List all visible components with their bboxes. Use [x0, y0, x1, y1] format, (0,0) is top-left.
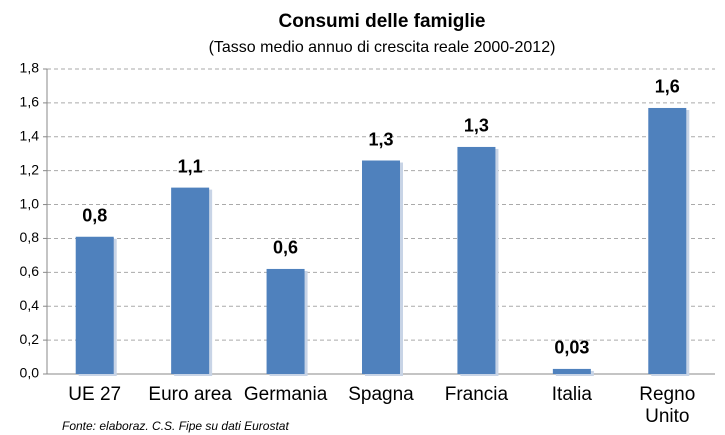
- bar: [648, 107, 687, 374]
- bar: [75, 236, 114, 374]
- x-tick-label: Francia: [444, 384, 509, 405]
- y-tick-label: 0,8: [20, 229, 40, 245]
- y-tick-label: 1,4: [20, 127, 40, 143]
- data-label: 0,6: [273, 238, 298, 258]
- data-label: 1,3: [464, 116, 489, 136]
- y-tick-label: 1,2: [20, 161, 40, 177]
- y-tick-label: 1,0: [20, 195, 40, 211]
- y-tick-label: 0,0: [20, 365, 40, 381]
- bar: [362, 160, 400, 374]
- data-label: 0,03: [554, 338, 589, 358]
- x-tick-label: Spagna: [348, 384, 414, 405]
- y-tick-label: 0,2: [20, 331, 40, 347]
- y-tick-label: 1,8: [20, 60, 40, 76]
- x-tick-label: Germania: [243, 384, 328, 405]
- data-label: 1,1: [178, 156, 203, 176]
- chart-title: Consumi delle famiglie: [279, 11, 486, 32]
- y-tick-label: 1,6: [20, 94, 40, 110]
- bar: [171, 187, 210, 374]
- x-tick-label: Regno Unito: [639, 384, 696, 427]
- data-label: 1,3: [368, 129, 393, 149]
- chart-subtitle: (Tasso medio annuo di crescita reale 200…: [209, 39, 556, 56]
- source-note: Fonte: elaboraz. C.S. Fipe su dati Euros…: [62, 419, 289, 433]
- bar: [266, 268, 305, 374]
- data-label: 0,8: [82, 206, 107, 226]
- data-label: 1,6: [655, 77, 680, 97]
- bar: [457, 146, 496, 374]
- x-tick-label: Italia: [551, 384, 592, 405]
- x-tick-label: Euro area: [148, 384, 232, 405]
- x-tick-label: UE 27: [68, 384, 122, 405]
- y-tick-label: 0,4: [20, 297, 40, 313]
- bar: [552, 368, 591, 374]
- y-tick-label: 0,6: [20, 263, 40, 279]
